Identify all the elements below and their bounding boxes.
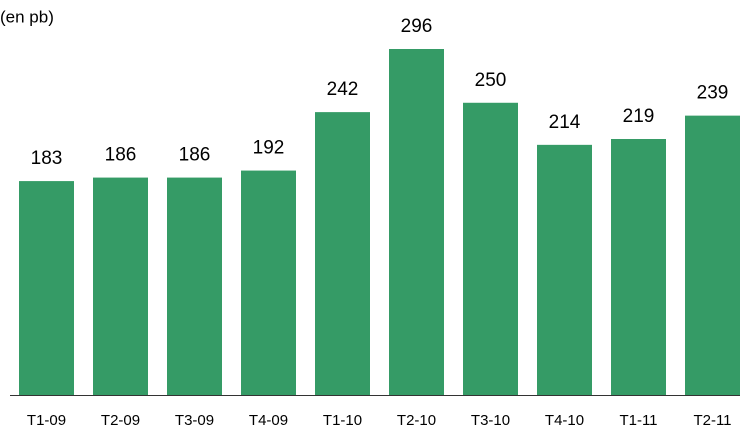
- bar: [537, 144, 592, 395]
- data-label: 239: [697, 83, 729, 104]
- data-label: 186: [179, 145, 211, 166]
- bar: [315, 112, 370, 396]
- bar: [167, 177, 222, 395]
- x-tick-label: T3-09: [175, 412, 214, 429]
- x-tick-label: T2-09: [101, 412, 140, 429]
- bar: [241, 170, 296, 395]
- data-label: 214: [549, 112, 581, 133]
- bar: [19, 181, 74, 395]
- bar: [463, 102, 518, 396]
- x-tick-label: T1-09: [27, 412, 66, 429]
- x-tick-label: T1-10: [323, 412, 362, 429]
- bar: [389, 49, 444, 395]
- data-label: 250: [475, 70, 507, 91]
- x-tick-label: T2-11: [693, 412, 731, 429]
- data-label: 186: [105, 145, 137, 166]
- bar: [611, 139, 666, 395]
- bar: [685, 115, 740, 395]
- x-tick-label: T1-11: [619, 412, 657, 429]
- data-label: 219: [623, 106, 655, 127]
- data-label: 296: [401, 16, 433, 37]
- bar: [93, 177, 148, 395]
- data-label: 183: [31, 148, 63, 169]
- x-tick-label: T4-10: [545, 412, 584, 429]
- chart-subtitle: (en pb): [0, 7, 54, 26]
- x-tick-label: T2-10: [397, 412, 436, 429]
- x-tick-label: T3-10: [471, 412, 510, 429]
- data-label: 242: [327, 79, 359, 100]
- x-tick-label: T4-09: [249, 412, 288, 429]
- data-label: 192: [253, 138, 285, 159]
